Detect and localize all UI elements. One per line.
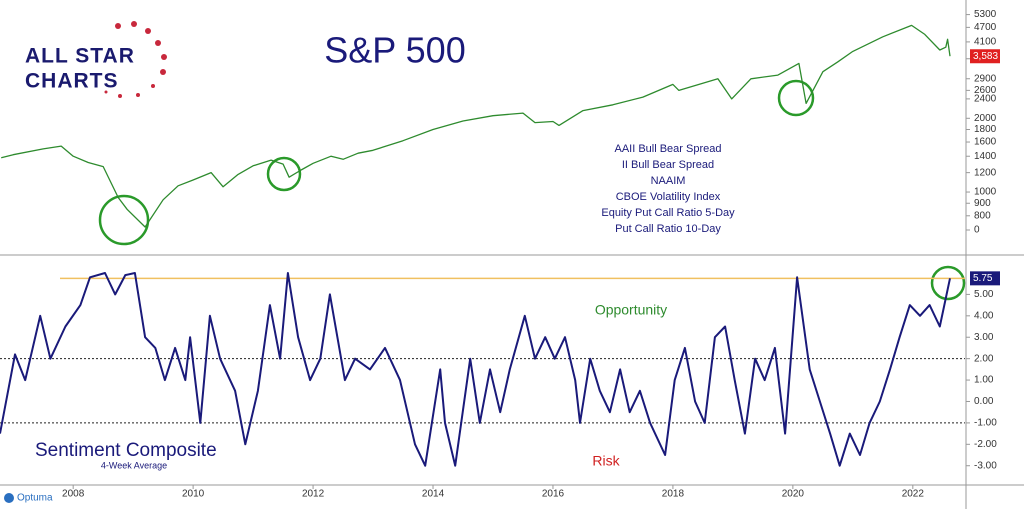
y-tick-label: 2600 [974,85,997,96]
last-value-label: 3,583 [973,51,998,62]
annotation: Opportunity [595,302,667,318]
y-tick-label: 4700 [974,22,997,33]
y-tick-label: 1400 [974,151,997,162]
y-tick-label: 1.00 [974,375,994,386]
y-tick-label: 2.00 [974,353,994,364]
component-label: II Bull Bear Spread [622,159,714,171]
x-tick-label: 2014 [422,489,445,500]
y-tick-label: 0.00 [974,396,994,407]
y-tick-label: 800 [974,210,991,221]
annotation: Risk [592,453,620,469]
x-tick-label: 2012 [302,489,325,500]
highlight-circle [777,79,815,117]
logo-star [160,69,166,75]
y-tick-label: 1600 [974,137,997,148]
logo-text: CHARTS [25,70,119,93]
component-label: CBOE Volatility Index [616,191,721,203]
last-value-box [970,271,1000,286]
y-tick-label: 4.00 [974,310,994,321]
y-tick-label: 2400 [974,94,997,105]
annotation-circles [98,79,966,301]
y-tick-label: 1000 [974,187,997,198]
brand-icon [4,493,14,503]
optuma-brand: Optuma [4,493,53,504]
data-line [1,24,951,228]
y-tick-label: 1200 [974,167,997,178]
y-tick-label: 2900 [974,73,997,84]
y-tick-label: 5.00 [974,289,994,300]
x-tick-label: 2022 [902,489,925,500]
component-label: Equity Put Call Ratio 5-Day [601,207,735,219]
highlight-circle [266,156,302,192]
x-tick-label: 2018 [662,489,685,500]
panel-title: Sentiment Composite [35,440,217,461]
y-tick-label: 900 [974,198,991,209]
last-value-label: 5.75 [973,273,993,284]
logo-star [155,40,161,46]
logo-star [145,28,151,34]
component-label: Put Call Ratio 10-Day [615,223,721,235]
logo-star [151,84,155,88]
component-label: AAII Bull Bear Spread [614,143,721,155]
y-tick-label: 4100 [974,37,997,48]
x-tick-label: 2010 [182,489,205,500]
highlight-circle [930,265,966,301]
logo-text: ALL STAR [25,45,135,68]
panel-subtitle: 4-Week Average [101,460,167,470]
y-tick-label: 2000 [974,113,997,124]
y-tick-label: -2.00 [974,439,997,450]
y-tick-label: -3.00 [974,460,997,471]
x-tick-label: 2016 [542,489,565,500]
highlight-circle [98,194,150,246]
chart-title: S&P 500 [324,30,465,71]
x-tick-label: 2020 [782,489,805,500]
logo-star [118,94,122,98]
y-tick-label: 5300 [974,9,997,20]
data-line [0,272,951,467]
logo-star [131,21,137,27]
brand-text: Optuma [17,493,53,504]
logo-star [136,93,140,97]
component-label: NAAIM [651,175,686,187]
logo-star [115,23,121,29]
y-tick-label: 0 [974,225,980,236]
y-tick-label: -1.00 [974,418,997,429]
x-tick-label: 2008 [62,489,85,500]
logo-star [104,90,108,94]
logo: ALL STAR CHARTS [25,21,167,98]
logo-star [161,54,167,60]
last-value-box [970,49,1000,64]
y-tick-label: 1800 [974,124,997,135]
y-tick-label: 3.00 [974,332,994,343]
